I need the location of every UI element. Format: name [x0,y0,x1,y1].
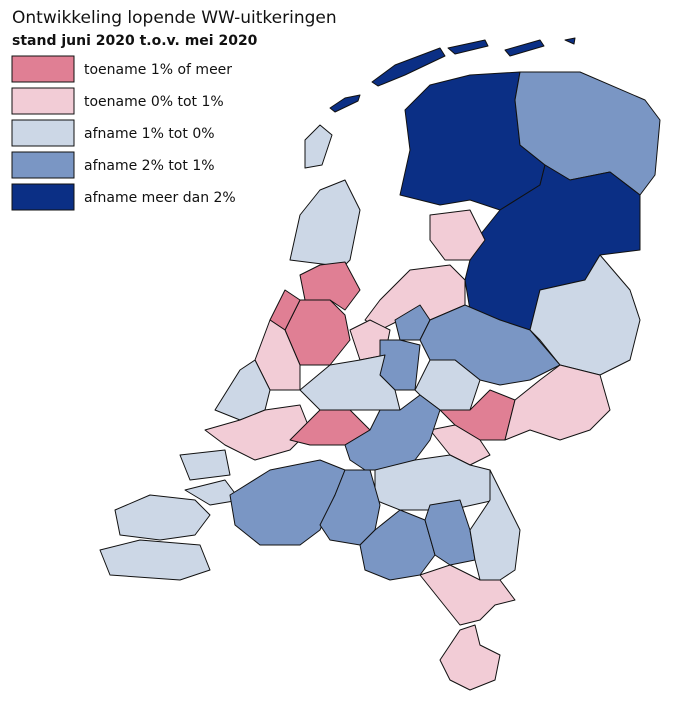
legend-swatch [11,87,75,115]
legend-label: toename 1% of meer [84,62,232,78]
region [504,39,545,57]
region [329,94,361,113]
region [504,364,611,441]
legend-label: toename 0% tot 1% [84,94,224,110]
map-subtitle: stand juni 2020 t.o.v. mei 2020 [12,33,258,49]
legend-swatch [11,119,75,147]
legend-label: afname meer dan 2% [84,190,236,206]
legend-swatch [11,151,75,179]
region [284,299,351,366]
region [439,624,501,691]
region [114,494,211,541]
region [447,39,489,55]
legend: toename 1% of meer toename 0% tot 1% afnam… [11,55,236,211]
regions [99,37,661,691]
legend-label: afname 1% tot 0% [84,126,215,142]
region [419,564,516,626]
region [179,449,231,481]
region [564,37,576,45]
legend-swatch [11,183,75,211]
region [289,179,361,271]
region [304,124,333,169]
legend-label: afname 2% tot 1% [84,158,215,174]
map-title: Ontwikkeling lopende WW-uitkeringen [12,8,337,28]
region [99,539,211,581]
region [429,209,486,261]
region [371,47,446,87]
region [344,394,441,471]
legend-swatch [11,55,75,83]
region [529,254,641,376]
